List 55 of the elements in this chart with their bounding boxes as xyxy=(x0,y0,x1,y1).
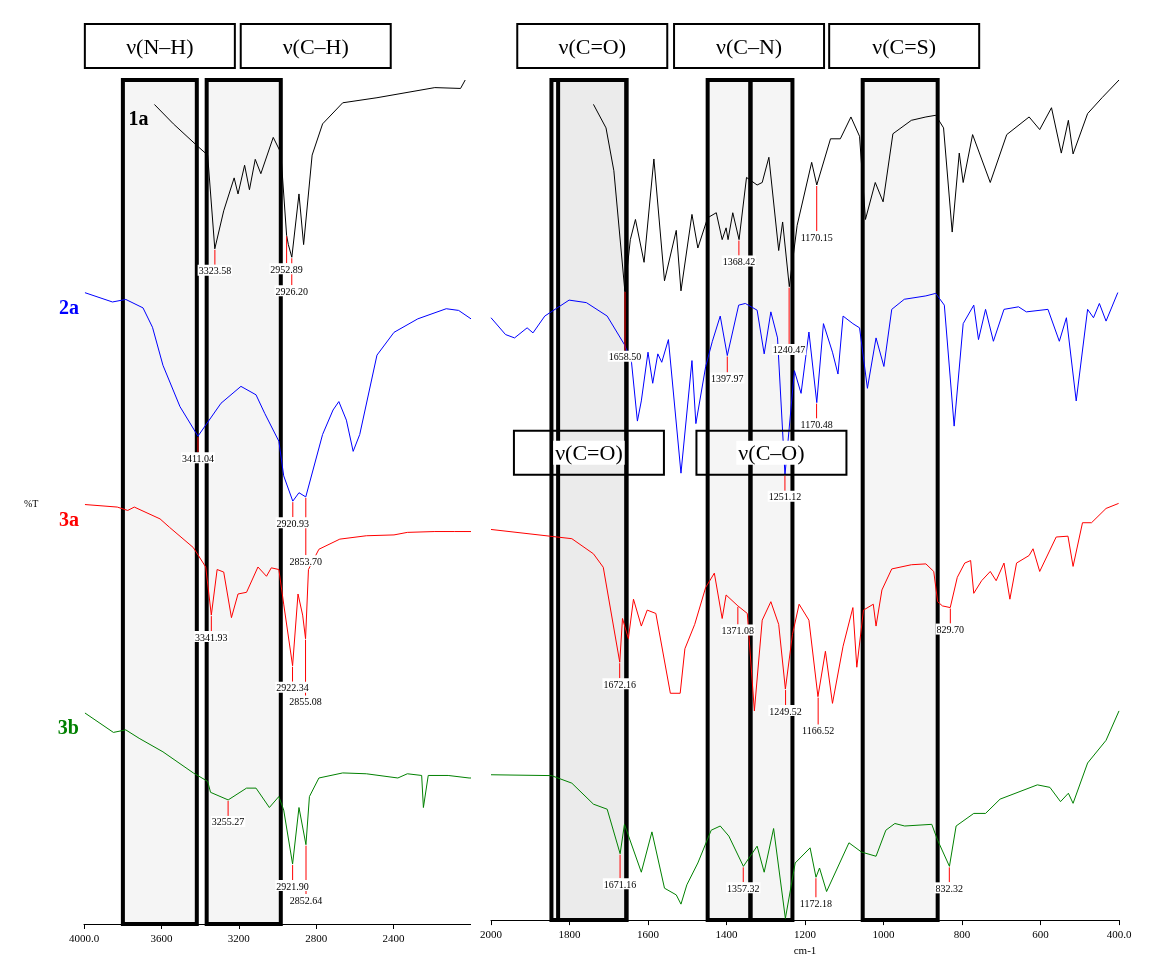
annotation: 1672.16 xyxy=(603,678,636,690)
annotation: 3255.27 xyxy=(211,816,245,828)
x-tick-label: 600 xyxy=(1032,927,1050,940)
x-tick-label: 2000 xyxy=(480,927,503,940)
annotation: 2853.70 xyxy=(289,555,323,567)
band-label: ν(C=O) xyxy=(558,33,627,59)
x-tick-label: 1000 xyxy=(872,927,895,940)
annotation: 1357.32 xyxy=(727,882,760,894)
x-tick-label: 1200 xyxy=(794,927,817,940)
annotation: 832.32 xyxy=(935,882,964,894)
annotation: 2921.90 xyxy=(276,880,309,892)
x-tick-label: 1400 xyxy=(715,927,738,940)
annotation: 3411.04 xyxy=(181,452,215,464)
annotation: 1170.15 xyxy=(800,231,833,243)
annotation: 3341.93 xyxy=(195,631,228,643)
x-axis-title: cm-1 xyxy=(793,943,817,956)
x-tick-label: 1800 xyxy=(558,927,581,940)
annotation: 1240.47 xyxy=(772,344,806,356)
band-label: ν(C=S) xyxy=(872,33,937,59)
annotation: 1166.52 xyxy=(802,725,835,737)
x-tick-label: 4000.0 xyxy=(68,931,100,944)
band-label: ν(C=O) xyxy=(555,440,623,466)
annotation: 1371.08 xyxy=(721,625,755,636)
annotation: 1671.16 xyxy=(603,878,637,890)
annotation: 1658.50 xyxy=(608,351,642,363)
annotation: 2852.64 xyxy=(289,894,323,906)
annotation: 2952.89 xyxy=(270,263,303,275)
annotation: 3323.58 xyxy=(198,265,232,277)
y-axis-title: %T xyxy=(24,497,39,509)
band-label: ν(C–H) xyxy=(282,33,349,59)
annotation: 829.70 xyxy=(936,624,965,636)
annotation: 2926.20 xyxy=(275,285,309,297)
band-label: ν(C–O) xyxy=(738,440,805,466)
series-label: 3a xyxy=(58,507,79,530)
annotation: 2855.08 xyxy=(289,696,322,708)
x-tick-label: 1600 xyxy=(637,927,660,940)
annotation: 1368.42 xyxy=(722,256,756,268)
annotation: 1397.97 xyxy=(711,372,744,384)
x-tick-label: 2800 xyxy=(305,931,328,944)
annotation: 2920.93 xyxy=(276,517,310,529)
band-label: ν(N–H) xyxy=(126,33,194,59)
x-tick-label: 800 xyxy=(953,927,971,940)
band-label: ν(C–N) xyxy=(715,33,783,59)
annotation: 1170.48 xyxy=(800,419,833,431)
x-tick-label: 2400 xyxy=(382,931,406,944)
series-label: 2a xyxy=(58,295,79,318)
series-label: 3b xyxy=(57,716,79,738)
annotation: 1251.12 xyxy=(768,491,802,503)
annotation: 2922.34 xyxy=(276,682,309,694)
x-tick-label: 3600 xyxy=(150,931,173,944)
x-tick-label: 400.0 xyxy=(1106,927,1132,940)
annotation: 1172.18 xyxy=(799,898,832,910)
series-label: 1a xyxy=(128,107,149,130)
annotation: 1249.52 xyxy=(769,705,802,717)
x-tick-label: 3200 xyxy=(227,931,251,944)
